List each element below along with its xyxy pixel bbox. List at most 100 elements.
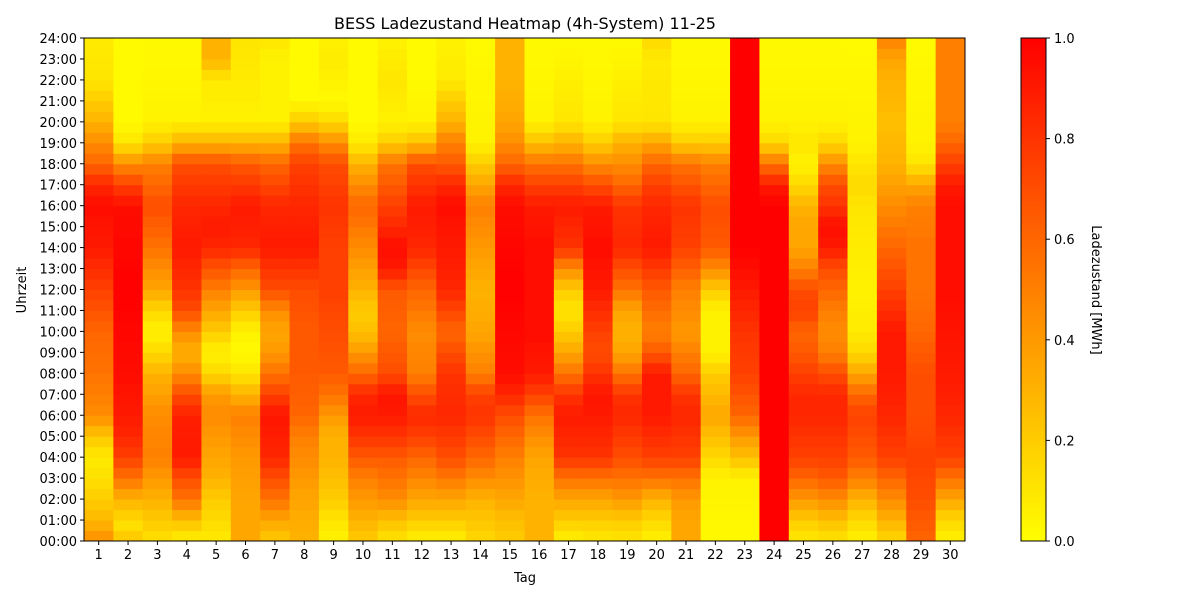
heatmap-cell bbox=[641, 467, 672, 479]
heatmap-cell bbox=[788, 436, 819, 448]
heatmap-cell bbox=[348, 216, 379, 228]
heatmap-cell bbox=[113, 38, 144, 49]
heatmap-cell bbox=[465, 289, 496, 301]
heatmap-cell bbox=[847, 299, 878, 311]
heatmap-cell bbox=[465, 216, 496, 228]
heatmap-cell bbox=[348, 310, 379, 322]
heatmap-cell bbox=[495, 69, 525, 81]
heatmap-cell bbox=[495, 341, 525, 353]
heatmap-cell bbox=[318, 258, 349, 270]
heatmap-cell bbox=[583, 184, 614, 196]
heatmap-cell bbox=[906, 488, 937, 500]
heatmap-cell bbox=[289, 132, 320, 144]
heatmap-cell bbox=[641, 58, 672, 70]
heatmap-cell bbox=[201, 279, 232, 290]
heatmap-cell bbox=[583, 279, 614, 290]
heatmap-cell bbox=[377, 58, 408, 70]
heatmap-cell bbox=[700, 184, 731, 196]
heatmap-cell bbox=[876, 446, 907, 458]
heatmap-cell bbox=[935, 530, 966, 542]
heatmap-cell bbox=[818, 310, 849, 322]
heatmap-cell bbox=[318, 436, 349, 448]
heatmap-cell bbox=[818, 142, 849, 154]
heatmap-cell bbox=[641, 132, 672, 144]
heatmap-cell bbox=[641, 415, 672, 427]
heatmap-cell bbox=[935, 509, 966, 521]
heatmap-cell bbox=[906, 457, 937, 469]
heatmap-cell bbox=[876, 289, 907, 301]
heatmap-cell bbox=[407, 142, 437, 154]
heatmap-cell bbox=[201, 310, 232, 322]
heatmap-cell bbox=[495, 320, 525, 332]
heatmap-cell bbox=[671, 509, 702, 521]
heatmap-cell bbox=[935, 404, 966, 416]
heatmap-cell bbox=[759, 436, 790, 448]
heatmap-cell bbox=[407, 90, 437, 102]
x-tick-label: 9 bbox=[329, 548, 337, 563]
heatmap-cell bbox=[201, 111, 232, 123]
heatmap-cell bbox=[377, 69, 408, 81]
heatmap-cell bbox=[730, 142, 760, 154]
y-tick-label: 08:00 bbox=[40, 367, 77, 382]
heatmap-cell bbox=[172, 341, 202, 353]
heatmap-cell bbox=[759, 467, 790, 479]
heatmap-cell bbox=[230, 425, 261, 437]
heatmap-cell bbox=[730, 352, 760, 364]
heatmap-cell bbox=[612, 373, 643, 385]
heatmap-cell bbox=[935, 310, 966, 322]
heatmap-cell bbox=[377, 467, 408, 479]
heatmap-cell bbox=[142, 530, 173, 542]
heatmap-cell bbox=[260, 425, 291, 437]
heatmap-cell bbox=[524, 467, 555, 479]
heatmap-cell bbox=[612, 205, 643, 217]
heatmap-cell bbox=[465, 488, 496, 500]
heatmap-cell bbox=[847, 216, 878, 228]
heatmap-cell bbox=[172, 289, 202, 301]
heatmap-cell bbox=[465, 69, 496, 81]
heatmap-cell bbox=[318, 394, 349, 406]
heatmap-cell bbox=[553, 499, 584, 511]
heatmap-cell bbox=[641, 205, 672, 217]
heatmap-cell bbox=[113, 100, 144, 112]
heatmap-cell bbox=[172, 195, 202, 207]
heatmap-cell bbox=[495, 174, 525, 186]
x-tick-label: 20 bbox=[648, 548, 665, 563]
heatmap-cell bbox=[700, 205, 731, 217]
heatmap-cell bbox=[876, 163, 907, 175]
heatmap-cell bbox=[524, 404, 555, 416]
heatmap-cell bbox=[759, 299, 790, 311]
heatmap-cell bbox=[201, 48, 232, 60]
heatmap-cell bbox=[436, 79, 467, 91]
heatmap-cell bbox=[465, 100, 496, 112]
heatmap-cell bbox=[612, 58, 643, 70]
heatmap-cell bbox=[700, 79, 731, 91]
heatmap-cell bbox=[906, 520, 937, 532]
heatmap-cell bbox=[407, 383, 437, 395]
heatmap-cell bbox=[612, 520, 643, 532]
heatmap-cell bbox=[671, 520, 702, 532]
heatmap-cell bbox=[906, 142, 937, 154]
heatmap-cell bbox=[201, 247, 232, 259]
heatmap-cell bbox=[818, 38, 849, 49]
heatmap-cell bbox=[436, 111, 467, 123]
heatmap-cell bbox=[641, 289, 672, 301]
heatmap-cell bbox=[436, 100, 467, 112]
heatmap-cell bbox=[84, 520, 114, 532]
heatmap-cell bbox=[671, 184, 702, 196]
heatmap-cell bbox=[289, 226, 320, 238]
heatmap-cell bbox=[759, 184, 790, 196]
heatmap-cell bbox=[465, 509, 496, 521]
heatmap-cell bbox=[348, 446, 379, 458]
heatmap-cell bbox=[407, 373, 437, 385]
heatmap-cell bbox=[847, 205, 878, 217]
heatmap-cell bbox=[788, 373, 819, 385]
heatmap-cell bbox=[465, 258, 496, 270]
heatmap-cell bbox=[935, 268, 966, 280]
heatmap-cell bbox=[906, 258, 937, 270]
heatmap-cell bbox=[407, 289, 437, 301]
heatmap-cell bbox=[230, 268, 261, 280]
x-tick-label: 10 bbox=[355, 548, 372, 563]
heatmap-cell bbox=[759, 530, 790, 542]
heatmap-cell bbox=[436, 509, 467, 521]
heatmap-cell bbox=[84, 425, 114, 437]
